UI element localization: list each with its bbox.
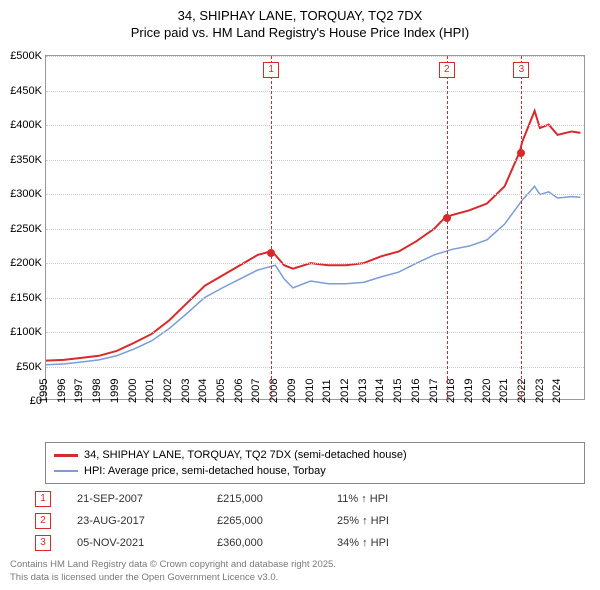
x-axis-label: 2015 [392, 379, 404, 403]
legend-item: HPI: Average price, semi-detached house,… [54, 463, 576, 479]
y-axis-label: £450K [10, 85, 42, 97]
legend-label: HPI: Average price, semi-detached house,… [84, 465, 326, 477]
grid-line [46, 56, 584, 57]
x-axis-label: 2024 [551, 379, 563, 403]
x-axis-label: 2005 [215, 379, 227, 403]
sales-number-box: 1 [35, 491, 51, 507]
line-price-paid [46, 111, 580, 361]
x-axis-label: 2004 [197, 379, 209, 403]
x-axis-label: 2002 [162, 379, 174, 403]
marker-dot [267, 249, 275, 257]
sales-price: £265,000 [217, 515, 337, 527]
y-axis-label: £50K [16, 361, 42, 373]
sales-table: 1 21-SEP-2007£215,00011% ↑ HPI 2 23-AUG-201… [35, 488, 457, 554]
grid-line [46, 194, 584, 195]
x-axis-label: 2012 [339, 379, 351, 403]
sales-price: £215,000 [217, 493, 337, 505]
grid-line [46, 298, 584, 299]
grid-line [46, 229, 584, 230]
x-axis-label: 2006 [233, 379, 245, 403]
sales-date: 21-SEP-2007 [77, 493, 217, 505]
footer-line2: This data is licensed under the Open Gov… [10, 572, 336, 584]
x-axis-label: 2013 [356, 379, 368, 403]
x-axis-label: 2008 [268, 379, 280, 403]
sales-number-box: 2 [35, 513, 51, 529]
grid-line [46, 332, 584, 333]
marker-dot [443, 214, 451, 222]
y-axis-label: £150K [10, 292, 42, 304]
x-axis-label: 2001 [144, 379, 156, 403]
title-block: 34, SHIPHAY LANE, TORQUAY, TQ2 7DX Price… [0, 0, 600, 40]
sales-date: 23-AUG-2017 [77, 515, 217, 527]
line-hpi [46, 186, 580, 364]
marker-dot [517, 149, 525, 157]
footer-attribution: Contains HM Land Registry data © Crown c… [10, 559, 336, 584]
y-axis-label: £400K [10, 119, 42, 131]
x-axis-label: 2016 [410, 379, 422, 403]
sales-row: 1 21-SEP-2007£215,00011% ↑ HPI [35, 488, 457, 510]
x-axis-label: 2020 [480, 379, 492, 403]
marker-number-box: 2 [439, 62, 455, 78]
sales-number-box: 3 [35, 535, 51, 551]
x-axis-label: 2011 [321, 379, 333, 403]
marker-number-box: 3 [513, 62, 529, 78]
marker-line [447, 56, 448, 399]
sales-row: 3 05-NOV-2021£360,00034% ↑ HPI [35, 532, 457, 554]
x-axis-label: 2021 [498, 379, 510, 403]
legend-swatch [54, 454, 78, 457]
x-axis-label: 2009 [286, 379, 298, 403]
sales-row: 2 23-AUG-2017£265,00025% ↑ HPI [35, 510, 457, 532]
x-axis-label: 2019 [463, 379, 475, 403]
legend-swatch [54, 470, 78, 472]
legend: 34, SHIPHAY LANE, TORQUAY, TQ2 7DX (semi… [45, 442, 585, 484]
marker-line [271, 56, 272, 399]
grid-line [46, 263, 584, 264]
sales-price: £360,000 [217, 537, 337, 549]
y-axis-label: £250K [10, 223, 42, 235]
x-axis-label: 2014 [374, 379, 386, 403]
legend-label: 34, SHIPHAY LANE, TORQUAY, TQ2 7DX (semi… [84, 449, 407, 461]
grid-line [46, 367, 584, 368]
y-axis-label: £100K [10, 326, 42, 338]
x-axis-label: 2017 [427, 379, 439, 403]
title-subtitle: Price paid vs. HM Land Registry's House … [0, 25, 600, 40]
sales-pct: 25% ↑ HPI [337, 515, 457, 527]
x-axis-label: 2003 [179, 379, 191, 403]
sales-pct: 34% ↑ HPI [337, 537, 457, 549]
title-address: 34, SHIPHAY LANE, TORQUAY, TQ2 7DX [0, 8, 600, 23]
marker-line [521, 56, 522, 399]
x-axis-label: 1995 [38, 379, 50, 403]
x-axis-label: 1998 [91, 379, 103, 403]
y-axis-label: £300K [10, 188, 42, 200]
y-axis-label: £350K [10, 154, 42, 166]
x-axis-label: 1996 [55, 379, 67, 403]
marker-number-box: 1 [263, 62, 279, 78]
chart-plot-area: £0£50K£100K£150K£200K£250K£300K£350K£400… [45, 55, 585, 400]
x-axis-label: 2000 [126, 379, 138, 403]
x-axis-label: 2007 [250, 379, 262, 403]
chart-container: 34, SHIPHAY LANE, TORQUAY, TQ2 7DX Price… [0, 0, 600, 590]
x-axis-label: 2023 [533, 379, 545, 403]
sales-date: 05-NOV-2021 [77, 537, 217, 549]
grid-line [46, 160, 584, 161]
grid-line [46, 125, 584, 126]
y-axis-label: £500K [10, 50, 42, 62]
y-axis-label: £200K [10, 257, 42, 269]
footer-line1: Contains HM Land Registry data © Crown c… [10, 559, 336, 571]
x-axis-label: 2010 [303, 379, 315, 403]
sales-pct: 11% ↑ HPI [337, 493, 457, 505]
grid-line [46, 91, 584, 92]
x-axis-label: 1999 [109, 379, 121, 403]
x-axis-label: 1997 [73, 379, 85, 403]
chart-svg [46, 56, 584, 399]
legend-item: 34, SHIPHAY LANE, TORQUAY, TQ2 7DX (semi… [54, 447, 576, 463]
